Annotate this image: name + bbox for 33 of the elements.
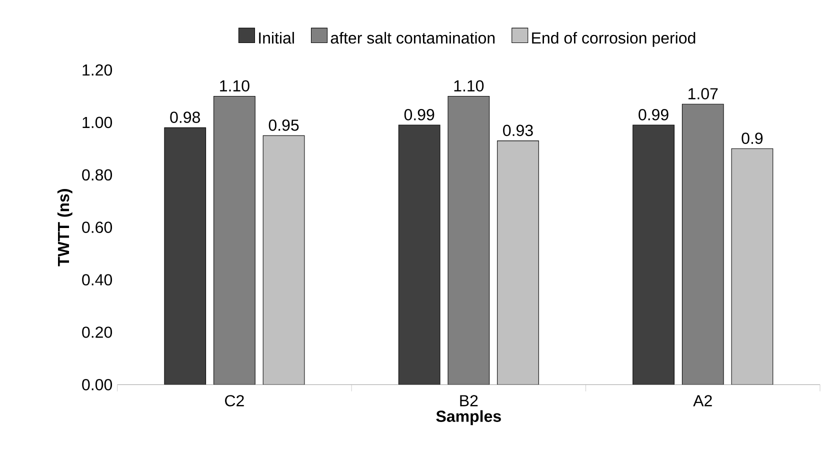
data-label: 1.10 xyxy=(220,80,250,92)
data-label: 0.93 xyxy=(503,124,533,136)
bar xyxy=(214,96,256,385)
y-tick-label: 0.40 xyxy=(82,274,112,286)
data-label: 0.99 xyxy=(404,109,434,120)
legend-label: Initial xyxy=(259,32,294,44)
legend-label: End of corrosion period xyxy=(532,32,696,47)
y-tick-label: 0.00 xyxy=(82,379,112,390)
x-axis-title: Samples xyxy=(436,410,501,426)
bar xyxy=(497,140,539,385)
y-tick-label: 1.20 xyxy=(82,64,112,76)
y-tick-label: 0.20 xyxy=(82,326,112,338)
data-label: 0.9 xyxy=(742,132,763,144)
bar xyxy=(398,124,440,385)
data-label: 0.95 xyxy=(268,120,299,131)
data-label: 0.98 xyxy=(170,112,200,123)
data-label: 1.07 xyxy=(688,88,718,100)
data-label: 0.99 xyxy=(638,109,668,120)
y-tick-label: 1.00 xyxy=(82,116,112,128)
bar xyxy=(262,135,305,385)
bar xyxy=(682,104,724,385)
y-tick-label: 0.80 xyxy=(82,169,112,181)
x-tick-label: C2 xyxy=(225,395,244,406)
x-tick-label: B2 xyxy=(460,395,478,406)
bar xyxy=(448,96,490,385)
y-axis-title: TWTT (ns) xyxy=(57,189,72,266)
data-label: 1.10 xyxy=(454,80,484,92)
bar xyxy=(632,124,674,385)
bar xyxy=(731,148,774,385)
bar xyxy=(164,127,206,385)
legend-label: after salt contamination xyxy=(330,32,495,44)
y-tick-label: 0.60 xyxy=(82,222,112,233)
x-tick-label: A2 xyxy=(693,395,712,406)
